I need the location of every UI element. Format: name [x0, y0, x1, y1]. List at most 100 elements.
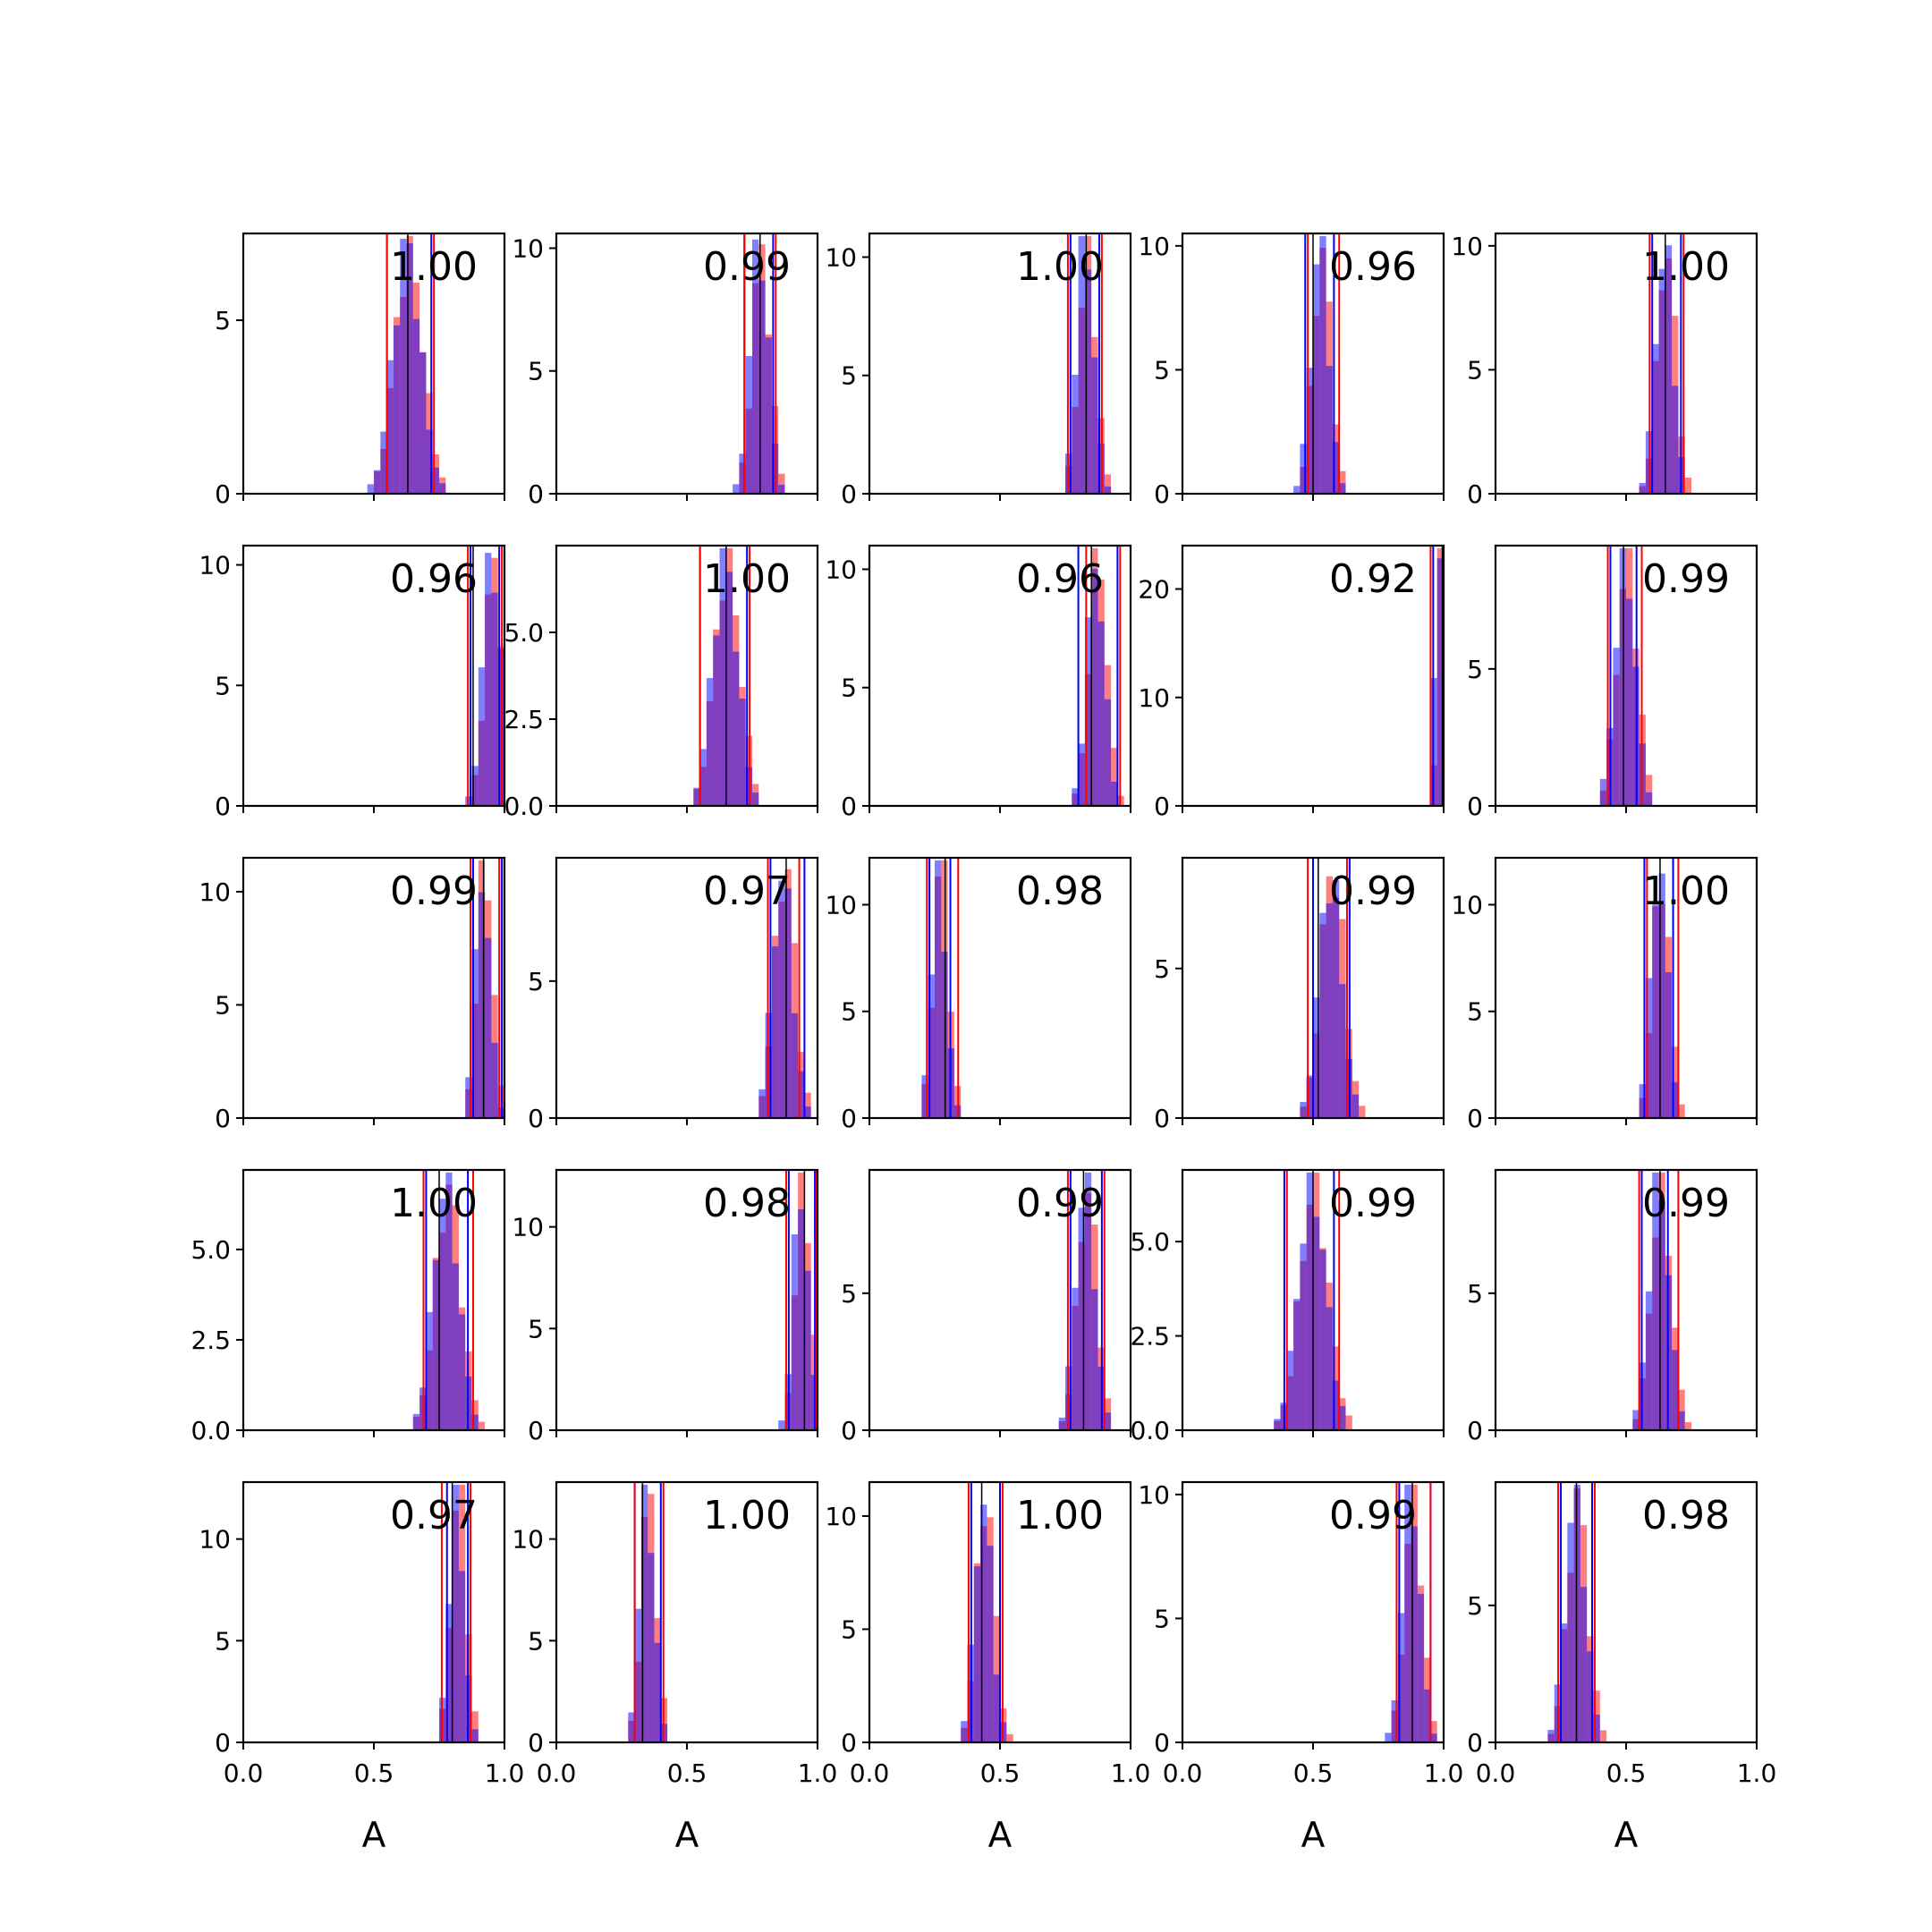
panel-value-label: 1.00	[1642, 244, 1730, 290]
histogram-bar-b	[1313, 1216, 1320, 1430]
y-tick-label: 10	[1138, 683, 1170, 713]
y-tick-label: 5	[528, 1314, 544, 1343]
histogram-bar-b	[648, 1553, 655, 1742]
panel-r3-c1: 0 5 10 0.98	[512, 1168, 819, 1445]
histogram-bar-b	[1391, 1699, 1398, 1742]
histogram-bar-a	[471, 1711, 479, 1742]
panel-r0-c0: 051.00	[215, 232, 506, 509]
y-tick-label: 0	[528, 1728, 544, 1758]
histogram-bar-b	[752, 239, 759, 494]
y-tick-label: 0	[841, 479, 857, 509]
histogram-bar-a	[1359, 1106, 1366, 1118]
histogram-bar-b	[491, 592, 498, 806]
histogram-bar-b	[1286, 1351, 1294, 1430]
histogram-bar-b	[485, 937, 492, 1118]
panel-marks	[1072, 546, 1124, 806]
y-tick-label: 5	[1467, 1279, 1483, 1309]
panel-r0-c3: 0 5 10 0.96	[1138, 232, 1445, 509]
y-tick-label: 0	[1467, 1728, 1483, 1758]
y-tick-label: 0	[1467, 792, 1483, 821]
y-tick-label: 0	[841, 1416, 857, 1445]
x-tick-label: 0.5	[980, 1758, 1021, 1788]
y-tick-label: 10	[199, 1525, 231, 1555]
y-tick-label: 0	[1154, 1728, 1170, 1758]
panel-marks	[465, 858, 504, 1118]
histogram-bar-b	[1652, 904, 1659, 1118]
y-tick-label: 0	[215, 1728, 231, 1758]
x-tick-label: 1.0	[1111, 1758, 1151, 1788]
panel-marks	[921, 858, 962, 1118]
y-tick-label: 0	[1467, 1104, 1483, 1133]
panel-value-label: 1.00	[390, 244, 478, 290]
panel-value-label: 1.00	[1016, 244, 1104, 290]
histogram-bar-b	[1645, 792, 1653, 806]
histogram-bar-a	[1006, 1733, 1013, 1742]
histogram-bar-b	[693, 787, 700, 806]
histogram-bar-b	[1639, 482, 1646, 494]
y-tick-label: 0	[841, 1728, 857, 1758]
histogram-bar-a	[478, 1421, 486, 1430]
y-tick-label: 5	[1467, 1591, 1483, 1621]
y-tick-label: 10	[512, 1213, 544, 1242]
histogram-bar-b	[961, 1721, 968, 1742]
panel-marks	[628, 1482, 668, 1742]
x-axis-label: A	[1301, 1816, 1326, 1856]
histogram-bar-b	[1274, 1419, 1281, 1430]
histogram-bar-b	[784, 888, 792, 1118]
y-tick-label: 10	[1138, 1480, 1170, 1510]
histogram-bar-b	[1672, 386, 1679, 494]
y-tick-label: 10	[825, 555, 857, 584]
histogram-bar-b	[739, 698, 746, 806]
histogram-bar-a	[778, 473, 785, 494]
y-tick-label: 5	[841, 361, 857, 391]
histogram-bar-b	[386, 360, 394, 494]
histogram-bar-b	[798, 1208, 805, 1430]
panel-marks	[1065, 233, 1112, 494]
histogram-bar-b	[1084, 269, 1092, 494]
y-tick-label: 10	[825, 242, 857, 272]
histogram-bar-b	[1326, 1307, 1333, 1430]
histogram-bar-b	[1293, 1299, 1301, 1430]
panel-marks	[1632, 1170, 1691, 1430]
histogram-bar-b	[1339, 483, 1346, 494]
histogram-bar-b	[380, 431, 387, 494]
y-tick-label: 0	[841, 792, 857, 821]
panel-r2-c1: 050.97	[528, 856, 819, 1133]
panel-r1-c4: 050.99	[1467, 544, 1758, 821]
histogram-bar-b	[980, 1504, 987, 1742]
histogram-bar-b	[432, 467, 439, 494]
y-tick-label: 0	[528, 1104, 544, 1133]
histogram-bar-b	[725, 572, 733, 806]
histogram-bar-b	[458, 1314, 466, 1430]
histogram-bar-b	[1332, 880, 1340, 1118]
y-tick-label: 0	[841, 1104, 857, 1133]
panel-r4-c4: 0 5 0.0 0.5 1.0 A 0.98	[1467, 1480, 1776, 1856]
x-axis-label: A	[675, 1816, 699, 1856]
y-tick-label: 5	[215, 1626, 231, 1656]
histogram-bar-b	[471, 1729, 479, 1742]
histogram-bar-b	[1404, 1484, 1411, 1742]
x-axis-label: A	[362, 1816, 386, 1856]
histogram-bar-b	[1658, 873, 1665, 1118]
histogram-bar-b	[699, 749, 707, 806]
histogram-bar-b	[1672, 1081, 1679, 1118]
histogram-bar-b	[654, 1642, 661, 1742]
panel-r1-c1: 0.0 2.5 5.0 1.00	[504, 544, 819, 821]
histogram-bar-a	[1430, 1721, 1437, 1742]
y-tick-label: 5	[841, 997, 857, 1027]
histogram-bar-b	[1078, 1208, 1085, 1430]
histogram-bar-a	[1345, 1415, 1352, 1430]
histogram-bar-b	[1097, 621, 1105, 806]
y-tick-label: 5	[1154, 954, 1170, 984]
histogram-bar-b	[471, 766, 479, 806]
histogram-bar-b	[1326, 902, 1333, 1118]
histogram-bar-b	[485, 553, 492, 806]
x-axis-label: A	[1614, 1816, 1639, 1856]
histogram-bar-b	[928, 974, 935, 1118]
histogram-bar-b	[791, 1013, 799, 1118]
histogram-bar-b	[1091, 569, 1098, 806]
histogram-bar-b	[1313, 264, 1320, 494]
y-tick-label: 5	[1467, 655, 1483, 684]
histogram-bar-b	[1072, 375, 1079, 494]
y-tick-label: 0	[528, 479, 544, 509]
